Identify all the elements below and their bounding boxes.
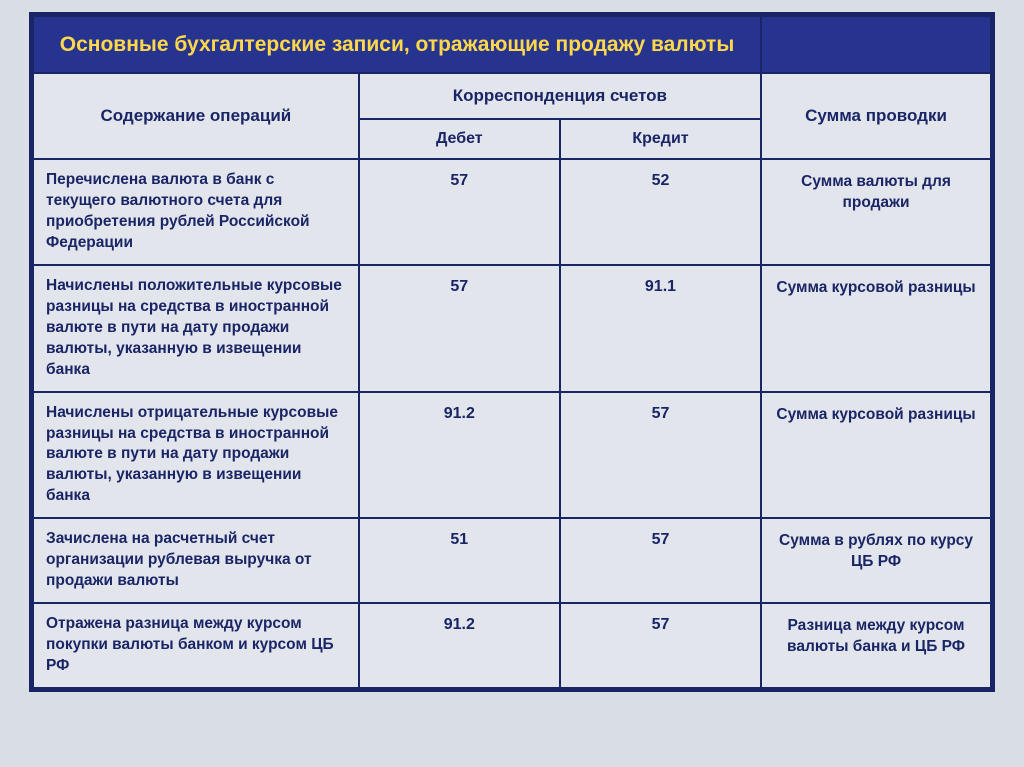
credit-cell: 57 (560, 392, 761, 519)
op-cell: Перечислена валюта в банк с текущего вал… (33, 159, 359, 265)
credit-cell: 91.1 (560, 265, 761, 392)
debit-cell: 57 (359, 265, 560, 392)
sum-cell: Сумма курсовой разницы (761, 392, 991, 519)
col-credit: Кредит (560, 119, 761, 159)
table-title: Основные бухгалтерские записи, отражающи… (33, 16, 761, 73)
col-correspondence: Корреспонденция счетов (359, 73, 761, 119)
accounting-table: Основные бухгалтерские записи, отражающи… (29, 12, 995, 692)
col-debit: Дебет (359, 119, 560, 159)
credit-cell: 52 (560, 159, 761, 265)
op-cell: Начислены отрицательные курсовые разницы… (33, 392, 359, 519)
table-row: Зачислена на расчетный счет организации … (33, 518, 991, 603)
title-row: Основные бухгалтерские записи, отражающи… (33, 16, 991, 73)
debit-cell: 57 (359, 159, 560, 265)
title-empty-cell (761, 16, 991, 73)
op-cell: Начислены положительные курсовые разницы… (33, 265, 359, 392)
col-amount: Сумма проводки (761, 73, 991, 159)
debit-cell: 91.2 (359, 392, 560, 519)
sum-cell: Сумма курсовой разницы (761, 265, 991, 392)
sum-cell: Сумма в рублях по курсу ЦБ РФ (761, 518, 991, 603)
sum-cell: Разница между курсом валюты банка и ЦБ Р… (761, 603, 991, 688)
table-row: Начислены положительные курсовые разницы… (33, 265, 991, 392)
col-operations: Содержание операций (33, 73, 359, 159)
debit-cell: 91.2 (359, 603, 560, 688)
op-cell: Отражена разница между курсом покупки ва… (33, 603, 359, 688)
credit-cell: 57 (560, 518, 761, 603)
table-row: Перечислена валюта в банк с текущего вал… (33, 159, 991, 265)
debit-cell: 51 (359, 518, 560, 603)
table: Основные бухгалтерские записи, отражающи… (32, 15, 992, 689)
table-row: Отражена разница между курсом покупки ва… (33, 603, 991, 688)
sum-cell: Сумма валюты для продажи (761, 159, 991, 265)
op-cell: Зачислена на расчетный счет организации … (33, 518, 359, 603)
table-row: Начислены отрицательные курсовые разницы… (33, 392, 991, 519)
credit-cell: 57 (560, 603, 761, 688)
header-row-1: Содержание операций Корреспонденция счет… (33, 73, 991, 119)
